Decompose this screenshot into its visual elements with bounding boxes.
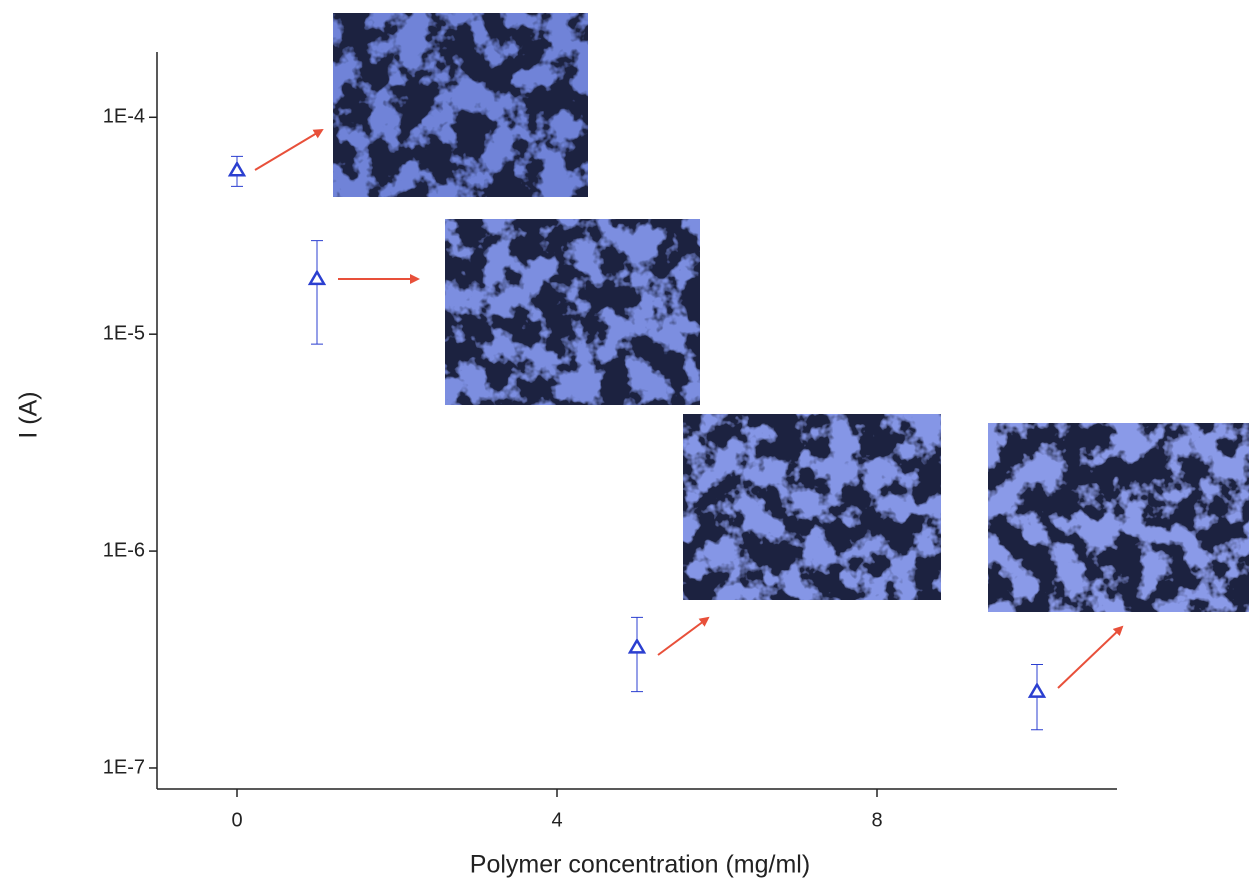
arrows [254, 128, 1124, 689]
marker [227, 160, 247, 177]
y-tick-label: 1E-5 [103, 322, 145, 344]
marker [627, 637, 647, 654]
error-bar [631, 616, 643, 693]
inset-images [333, 13, 1249, 612]
x-tick-label: 0 [231, 809, 242, 831]
y-axis-title: I (A) [15, 391, 43, 438]
micrograph [333, 13, 588, 197]
arrow [1057, 625, 1124, 689]
marker [307, 269, 327, 286]
arrow [657, 616, 710, 656]
y-tick-label: 1E-6 [103, 539, 145, 561]
micrograph [988, 423, 1249, 612]
x-axis-title: Polymer concentration (mg/ml) [470, 851, 810, 879]
x-tick-label: 8 [871, 809, 882, 831]
error-bar [311, 240, 323, 345]
x-tick-label: 4 [551, 809, 562, 831]
micrograph [683, 414, 941, 600]
y-tick-label: 1E-4 [103, 106, 145, 128]
marker [1027, 682, 1047, 698]
arrow [254, 128, 324, 171]
y-tick-label: 1E-7 [103, 756, 145, 778]
micrograph [445, 219, 700, 405]
